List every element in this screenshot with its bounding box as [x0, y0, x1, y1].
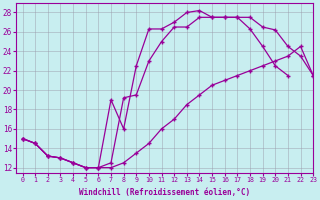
X-axis label: Windchill (Refroidissement éolien,°C): Windchill (Refroidissement éolien,°C) — [79, 188, 250, 197]
